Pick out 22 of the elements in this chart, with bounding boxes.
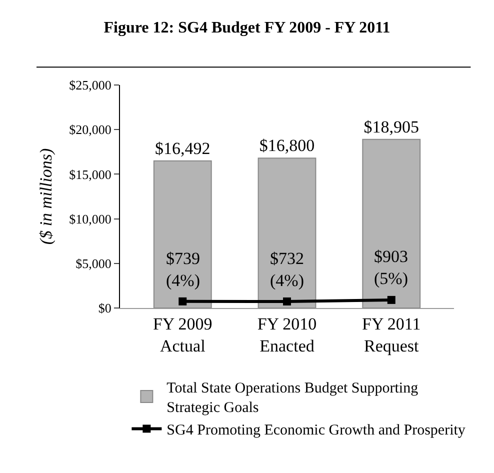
x-tick-label: FY 2009 Actual — [152, 314, 212, 356]
bar — [362, 138, 421, 308]
legend-label: Total State Operations Budget Supporting Strategic Goals — [166, 380, 419, 416]
bar — [258, 158, 316, 308]
y-tick-label: $0 — [98, 300, 112, 316]
data-label: $16,800 — [259, 136, 315, 156]
y-tick-label: $20,000 — [69, 122, 112, 138]
y-tick-label: $25,000 — [69, 78, 112, 93]
data-label: $739 (4%) — [166, 249, 200, 290]
data-label: $732 (4%) — [270, 249, 304, 290]
y-tick-label: $15,000 — [69, 166, 112, 182]
chart-title: Figure 12: SG4 Budget FY 2009 - FY 2011 — [104, 19, 390, 36]
x-tick-label: FY 2010 Enacted — [257, 314, 317, 356]
data-label: $16,492 — [155, 138, 210, 158]
y-tick-label: $5,000 — [76, 256, 112, 271]
legend-label: SG4 Promoting Economic Growth and Prosperity — [166, 422, 466, 439]
y-axis-title: ($ in millions) — [36, 148, 56, 245]
bar — [153, 160, 212, 308]
data-label: $903 (5%) — [374, 247, 408, 288]
data-label: $18,905 — [364, 117, 419, 136]
y-tick-label: $10,000 — [69, 211, 112, 226]
x-tick-label: FY 2011 Request — [362, 314, 421, 356]
